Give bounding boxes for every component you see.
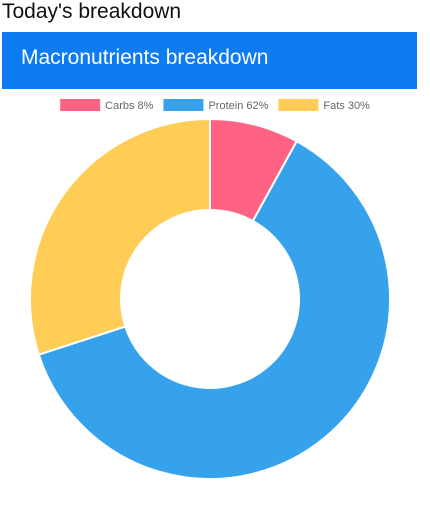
legend-swatch (278, 99, 319, 111)
legend-swatch (60, 99, 101, 111)
slice-fats[interactable] (29, 117, 211, 356)
legend-item-protein[interactable]: Protein 62% (163, 99, 269, 112)
page-heading: Today's breakdown (2, 0, 182, 23)
card-title: Macronutrients breakdown (21, 46, 269, 69)
macronutrients-doughnut-chart: Carbs 8% Protein 62% Fats 30% (29, 99, 391, 480)
chart-area: Carbs 8% Protein 62% Fats 30% (0, 89, 430, 510)
card-header: Macronutrients breakdown (2, 32, 417, 89)
slice-protein[interactable] (37, 139, 391, 480)
legend-item-fats[interactable]: Fats 30% (278, 99, 370, 112)
chart-legend: Carbs 8% Protein 62% Fats 30% (60, 99, 370, 112)
legend-item-carbs[interactable]: Carbs 8% (60, 99, 154, 112)
legend-label: Carbs 8% (105, 100, 154, 112)
legend-label: Protein 62% (208, 100, 268, 112)
legend-swatch (163, 99, 204, 111)
chart-slices (29, 117, 391, 480)
legend-label: Fats 30% (323, 100, 370, 112)
